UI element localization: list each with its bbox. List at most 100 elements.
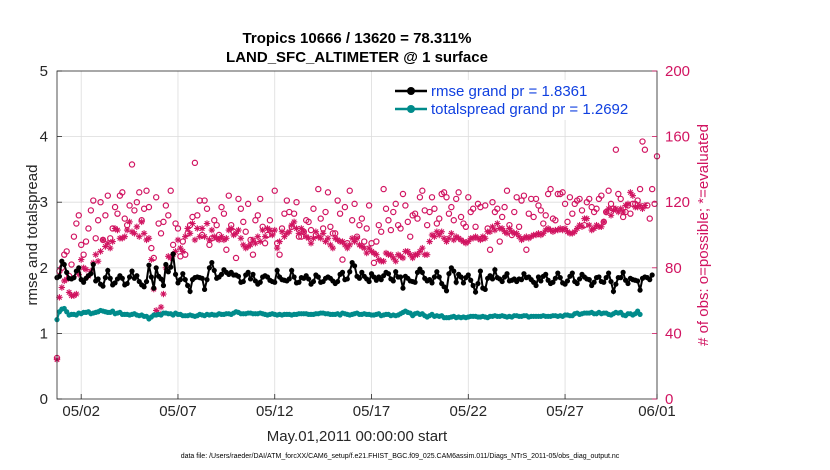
rmse-point (620, 269, 626, 275)
legend-rmse-marker (407, 87, 415, 95)
obs-evaluated-point (273, 244, 281, 252)
y-left-tick-label: 0 (40, 391, 48, 408)
rmse-point (446, 271, 452, 277)
rmse-point (141, 284, 147, 290)
x-tick-label: 05/27 (546, 403, 584, 420)
obs-evaluated-point (107, 244, 114, 252)
obs-evaluated-point (157, 303, 165, 311)
rmse-point (129, 268, 135, 274)
obs-possible-point (211, 217, 218, 224)
obs-evaluated-point (104, 240, 112, 247)
rmse-point (274, 267, 280, 274)
obs-evaluated-point (392, 258, 399, 265)
obs-evaluated-point (443, 238, 450, 245)
rmse-point (257, 279, 263, 285)
obs-possible-point (223, 246, 230, 253)
obs-evaluated-point (627, 189, 634, 196)
rmse-point (518, 277, 525, 283)
rmse-point (649, 272, 655, 278)
rmse-point (453, 279, 459, 285)
obs-evaluated-point (276, 238, 283, 245)
rmse-point (482, 286, 488, 293)
obs-evaluated-point (312, 228, 320, 235)
rmse-point (470, 282, 476, 289)
rmse-point (185, 282, 191, 289)
obs-evaluated-point (114, 226, 121, 234)
rmse-point (126, 274, 133, 280)
y-left-tick-label: 2 (40, 260, 48, 277)
obs-evaluated-point (515, 233, 523, 240)
obs-evaluated-point (247, 241, 254, 249)
obs-possible-point (133, 198, 141, 206)
obs-possible-point (397, 225, 404, 232)
obs-possible-point (544, 190, 552, 198)
rmse-point (586, 277, 592, 283)
rmse-point (555, 270, 561, 276)
rmse-point (451, 268, 457, 274)
rmse-point (468, 277, 474, 283)
obs-possible-point (249, 251, 257, 258)
obs-evaluated-point (641, 202, 649, 209)
obs-possible-point (433, 220, 441, 227)
obs-evaluated-point (605, 205, 612, 212)
y-right-tick-label: 0 (665, 391, 673, 408)
obs-possible-point (232, 254, 240, 262)
rmse-point (95, 276, 101, 282)
obs-evaluated-point (109, 238, 116, 245)
obs-evaluated-point (269, 231, 276, 239)
rmse-point (245, 269, 251, 275)
plot-frame (56, 70, 658, 400)
obs-evaluated-point (252, 240, 259, 247)
obs-possible-point (310, 205, 317, 212)
obs-evaluated-point (191, 236, 199, 244)
obs-possible-point (520, 192, 528, 199)
obs-evaluated-point (288, 221, 295, 229)
obs-possible-point (547, 185, 554, 193)
obs-evaluated-point (223, 235, 230, 242)
rmse-point (168, 264, 174, 270)
rmse-point (100, 283, 106, 289)
obs-evaluated-point (102, 243, 109, 250)
rmse-point (81, 279, 87, 285)
y-left-tick-label: 1 (40, 325, 48, 342)
obs-possible-point (283, 197, 291, 204)
obs-possible-point (457, 213, 465, 221)
rmse-point (436, 274, 442, 280)
rmse-point (160, 282, 167, 289)
obs-evaluated-point (160, 290, 167, 298)
obs-evaluated-point (583, 215, 591, 222)
obs-evaluated-point (136, 233, 143, 240)
rmse-point (521, 271, 527, 277)
grid-lines (57, 71, 658, 399)
obs-evaluated-point (477, 236, 484, 244)
rmse-point (569, 270, 575, 276)
obs-evaluated-point (177, 244, 184, 252)
obs-possible-point (370, 259, 378, 267)
obs-evaluated-point (92, 251, 99, 258)
rmse-point (397, 274, 404, 280)
rmse-point (603, 275, 609, 281)
obs-evaluated-point (319, 230, 327, 237)
obs-evaluated-point (286, 228, 293, 235)
obs-evaluated-point (409, 254, 416, 262)
obs-evaluated-point (431, 233, 438, 240)
obs-possible-point (494, 205, 501, 212)
obs-possible-point (174, 225, 182, 232)
obs-evaluated-point (121, 233, 128, 240)
obs-evaluated-point (254, 233, 262, 240)
obs-possible-point (639, 138, 646, 145)
obs-evaluated-point (578, 223, 586, 230)
obs-possible-point (598, 192, 605, 199)
obs-evaluated-point (416, 248, 424, 255)
obs-possible-point (365, 202, 373, 209)
rmse-point (310, 278, 317, 285)
rmse-point (177, 277, 183, 283)
rmse-point (538, 278, 544, 284)
obs-possible-point (266, 217, 274, 224)
rmse-point (148, 274, 154, 280)
obs-possible-point (194, 212, 201, 219)
obs-evaluated-point (571, 228, 578, 235)
obs-possible-point (636, 185, 644, 193)
rmse-point (344, 276, 350, 282)
obs-possible-point (469, 205, 477, 212)
